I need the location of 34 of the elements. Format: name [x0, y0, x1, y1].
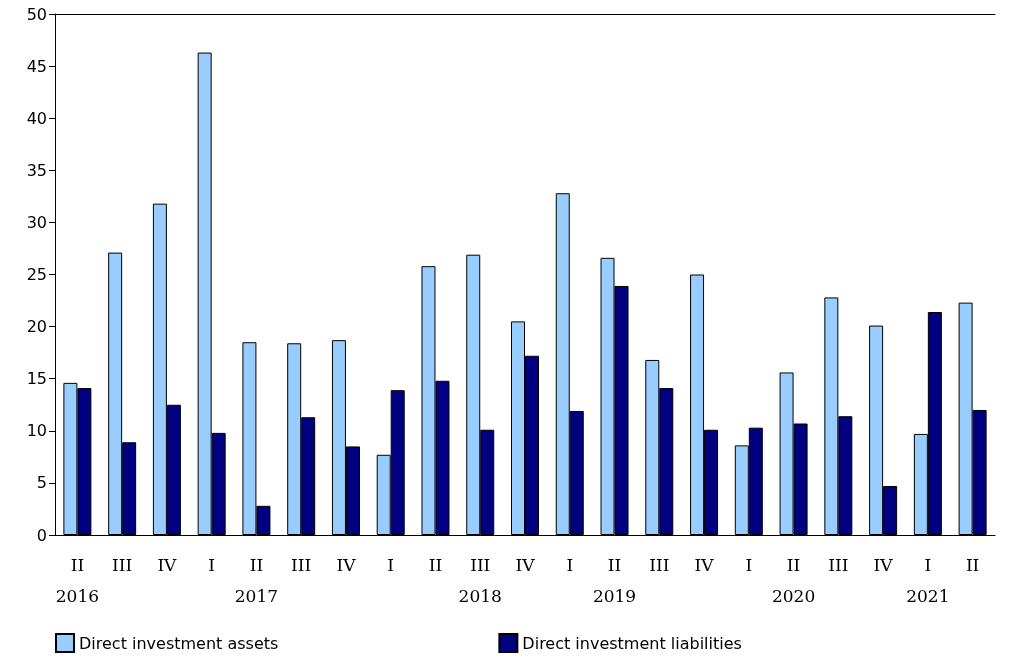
x-tick-label: II — [428, 554, 443, 575]
x-tick-label: I — [566, 554, 574, 575]
x-tick-label: III — [291, 554, 312, 575]
x-tick-label: III — [649, 554, 670, 575]
y-tick-label: 20 — [26, 317, 47, 337]
y-tick-label: 10 — [26, 421, 47, 441]
y-tick-label: 45 — [26, 56, 47, 76]
x-tick-label: I — [387, 554, 395, 575]
x-tick-label: I — [745, 554, 753, 575]
legend-label: Direct investment liabilities — [522, 633, 742, 653]
x-tick-label: II 2016 — [55, 554, 100, 606]
x-tick-label: IV — [873, 554, 894, 575]
x-tick-label: III — [112, 554, 133, 575]
y-tick-label: 50 — [26, 4, 47, 24]
x-tick-label: III 2018 — [458, 554, 502, 606]
x-tick-label: IV — [515, 554, 536, 575]
x-tick-label: II 2019 — [592, 554, 637, 606]
y-tick-label: 15 — [26, 369, 47, 389]
x-tick-label: I — [208, 554, 216, 575]
x-tick-label: II 2017 — [234, 554, 279, 606]
x-tick-label: II 2020 — [771, 554, 816, 606]
x-tick-label: II — [965, 554, 980, 575]
x-tick-label: IV — [157, 554, 178, 575]
y-tick-label: 5 — [36, 473, 47, 493]
y-tick-label: 40 — [26, 108, 47, 128]
x-tick-label: IV — [336, 554, 357, 575]
y-tick-label: 35 — [26, 160, 47, 180]
x-tick-label: IV — [694, 554, 715, 575]
x-tick-label: III — [828, 554, 849, 575]
y-tick-label: 25 — [26, 265, 47, 284]
y-tick-label: 0 — [36, 525, 47, 545]
legend-label: Direct investment assets — [79, 633, 279, 653]
y-tick-label: 30 — [26, 212, 47, 232]
x-tick-label: I 2021 — [906, 554, 950, 606]
